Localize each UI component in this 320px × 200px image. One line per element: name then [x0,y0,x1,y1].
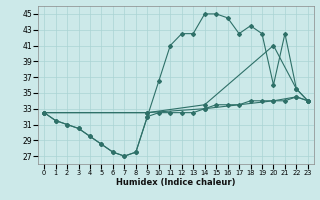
X-axis label: Humidex (Indice chaleur): Humidex (Indice chaleur) [116,178,236,187]
